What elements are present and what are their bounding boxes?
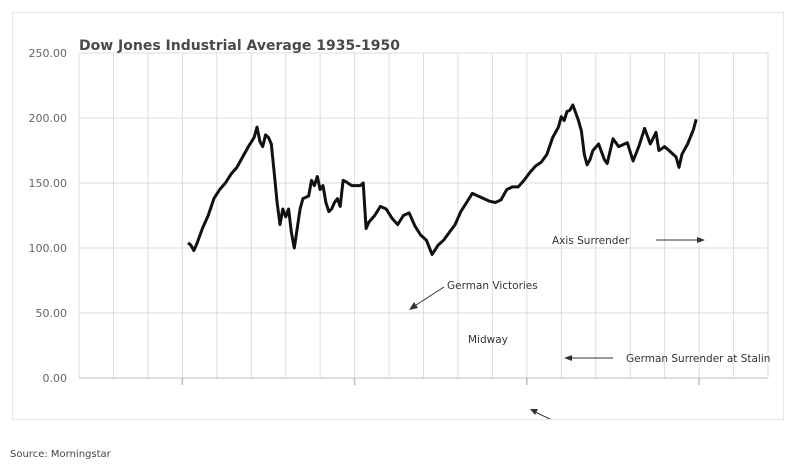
y-tick-label: 0.00 [43,372,68,385]
source-note: Source: Morningstar [10,449,111,460]
annotation-axis-surrender: Axis Surrender [552,235,630,247]
annotation-arrow-german-victories [412,286,445,308]
chart-area: 0.00 50.00 100.00 150.00 200.00 250.00 Axis S… [12,12,784,420]
y-tick-label: 50.00 [36,307,68,320]
dow-jones-series-line [187,103,698,256]
y-tick-label: 250.00 [29,47,68,60]
y-tick-label: 200.00 [29,112,68,125]
annotation-arrowhead-german-surrender [564,355,572,361]
annotation-german-victories: German Victories [447,280,538,292]
chart-title: Dow Jones Industrial Average 1935-1950 [79,38,400,54]
annotation-arrowhead-midway [530,409,538,415]
y-tick-label: 100.00 [29,242,68,255]
annotation-arrowhead-german-victories [409,302,418,310]
y-tick-label: 150.00 [29,177,68,190]
annotation-midway: Midway [468,334,508,346]
annotation-german-surrender: German Surrender at Stalin [626,353,770,365]
line-chart: 0.00 50.00 100.00 150.00 200.00 250.00 Axis S… [29,47,770,419]
annotation-arrowhead-axis-surrender [697,237,705,243]
annotation-arrow-midway [532,410,551,419]
